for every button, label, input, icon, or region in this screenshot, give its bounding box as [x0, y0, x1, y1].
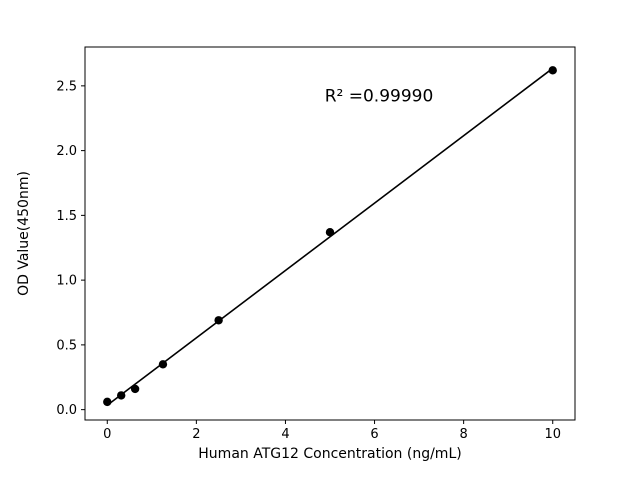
x-tick-label: 8: [459, 427, 467, 442]
fit-line: [106, 67, 554, 406]
data-point: [158, 360, 168, 369]
data-point: [117, 391, 126, 400]
y-tick-label: 0.5: [56, 338, 77, 353]
y-tick-label: 1.0: [56, 274, 77, 289]
r-squared-annotation: R² =0.99990: [325, 86, 434, 106]
x-tick-label: 10: [544, 427, 561, 442]
x-tick-label: 0: [103, 427, 111, 442]
y-tick-label: 2.5: [56, 79, 77, 94]
y-axis-label: OD Value(450nm): [16, 171, 32, 296]
axes-frame: [84, 46, 576, 421]
data-point: [214, 316, 223, 325]
data-point: [130, 384, 140, 394]
y-tick-label: 2.0: [56, 144, 77, 159]
y-tick-label: 0.0: [56, 403, 77, 418]
y-tick-label: 1.5: [56, 209, 77, 224]
x-axis-label: Human ATG12 Concentration (ng/mL): [198, 446, 461, 462]
x-tick-label: 4: [281, 427, 289, 442]
data-point: [548, 66, 557, 75]
data-point: [103, 397, 112, 407]
data-point: [325, 228, 335, 237]
x-tick-label: 6: [370, 427, 378, 442]
x-tick-label: 2: [192, 427, 200, 442]
